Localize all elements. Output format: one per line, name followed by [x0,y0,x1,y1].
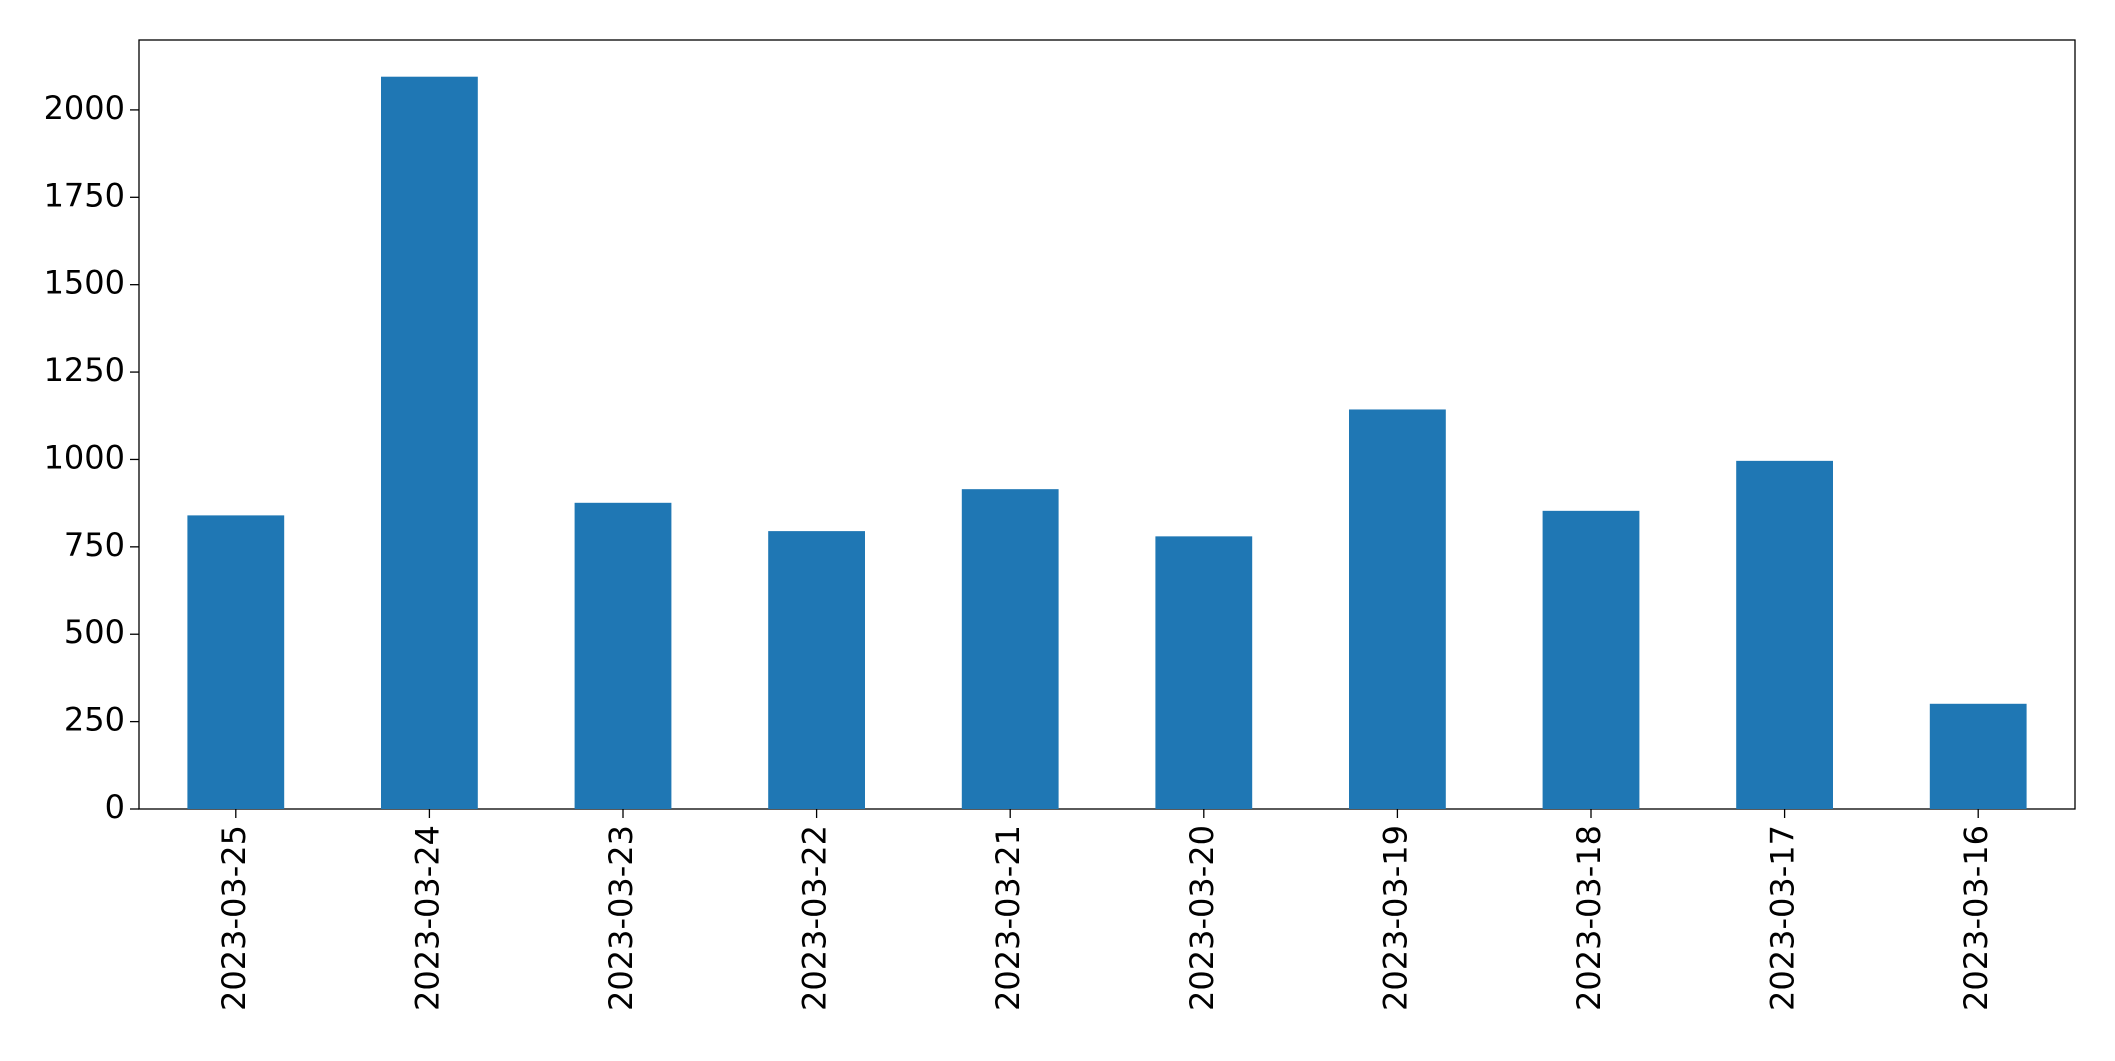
x-tick-label: 2023-03-19 [1376,825,1414,1011]
y-tick-label: 1750 [44,176,125,214]
x-tick-label: 2023-03-21 [989,825,1027,1011]
bar [961,489,1059,809]
x-tick-label: 2023-03-24 [408,825,446,1011]
y-tick-label: 750 [64,526,125,564]
bar [574,502,672,809]
bar [1929,703,2027,809]
x-tick-label: 2023-03-22 [796,825,834,1011]
x-tick-label: 2023-03-25 [215,825,253,1011]
bar [1736,460,1833,809]
y-tick-label: 1500 [44,264,125,302]
y-tick-label: 0 [105,788,125,826]
x-tick-label: 2023-03-18 [1570,825,1608,1011]
bar [381,76,478,809]
x-tick-label: 2023-03-23 [602,825,640,1011]
y-tick-label: 1250 [44,351,125,389]
y-tick-label: 2000 [44,89,125,127]
y-tick-label: 1000 [44,438,125,476]
x-tick-label: 2023-03-16 [1957,825,1995,1011]
x-tick-label: 2023-03-20 [1183,825,1221,1011]
bar [768,531,865,809]
plot-frame [138,39,2076,810]
bar [187,515,285,809]
bar [1542,510,1640,809]
y-tick-label: 250 [64,701,125,739]
y-tick-label: 500 [64,613,125,651]
x-tick-label: 2023-03-17 [1764,825,1802,1011]
bar [1155,536,1253,809]
bar [1349,409,1446,809]
